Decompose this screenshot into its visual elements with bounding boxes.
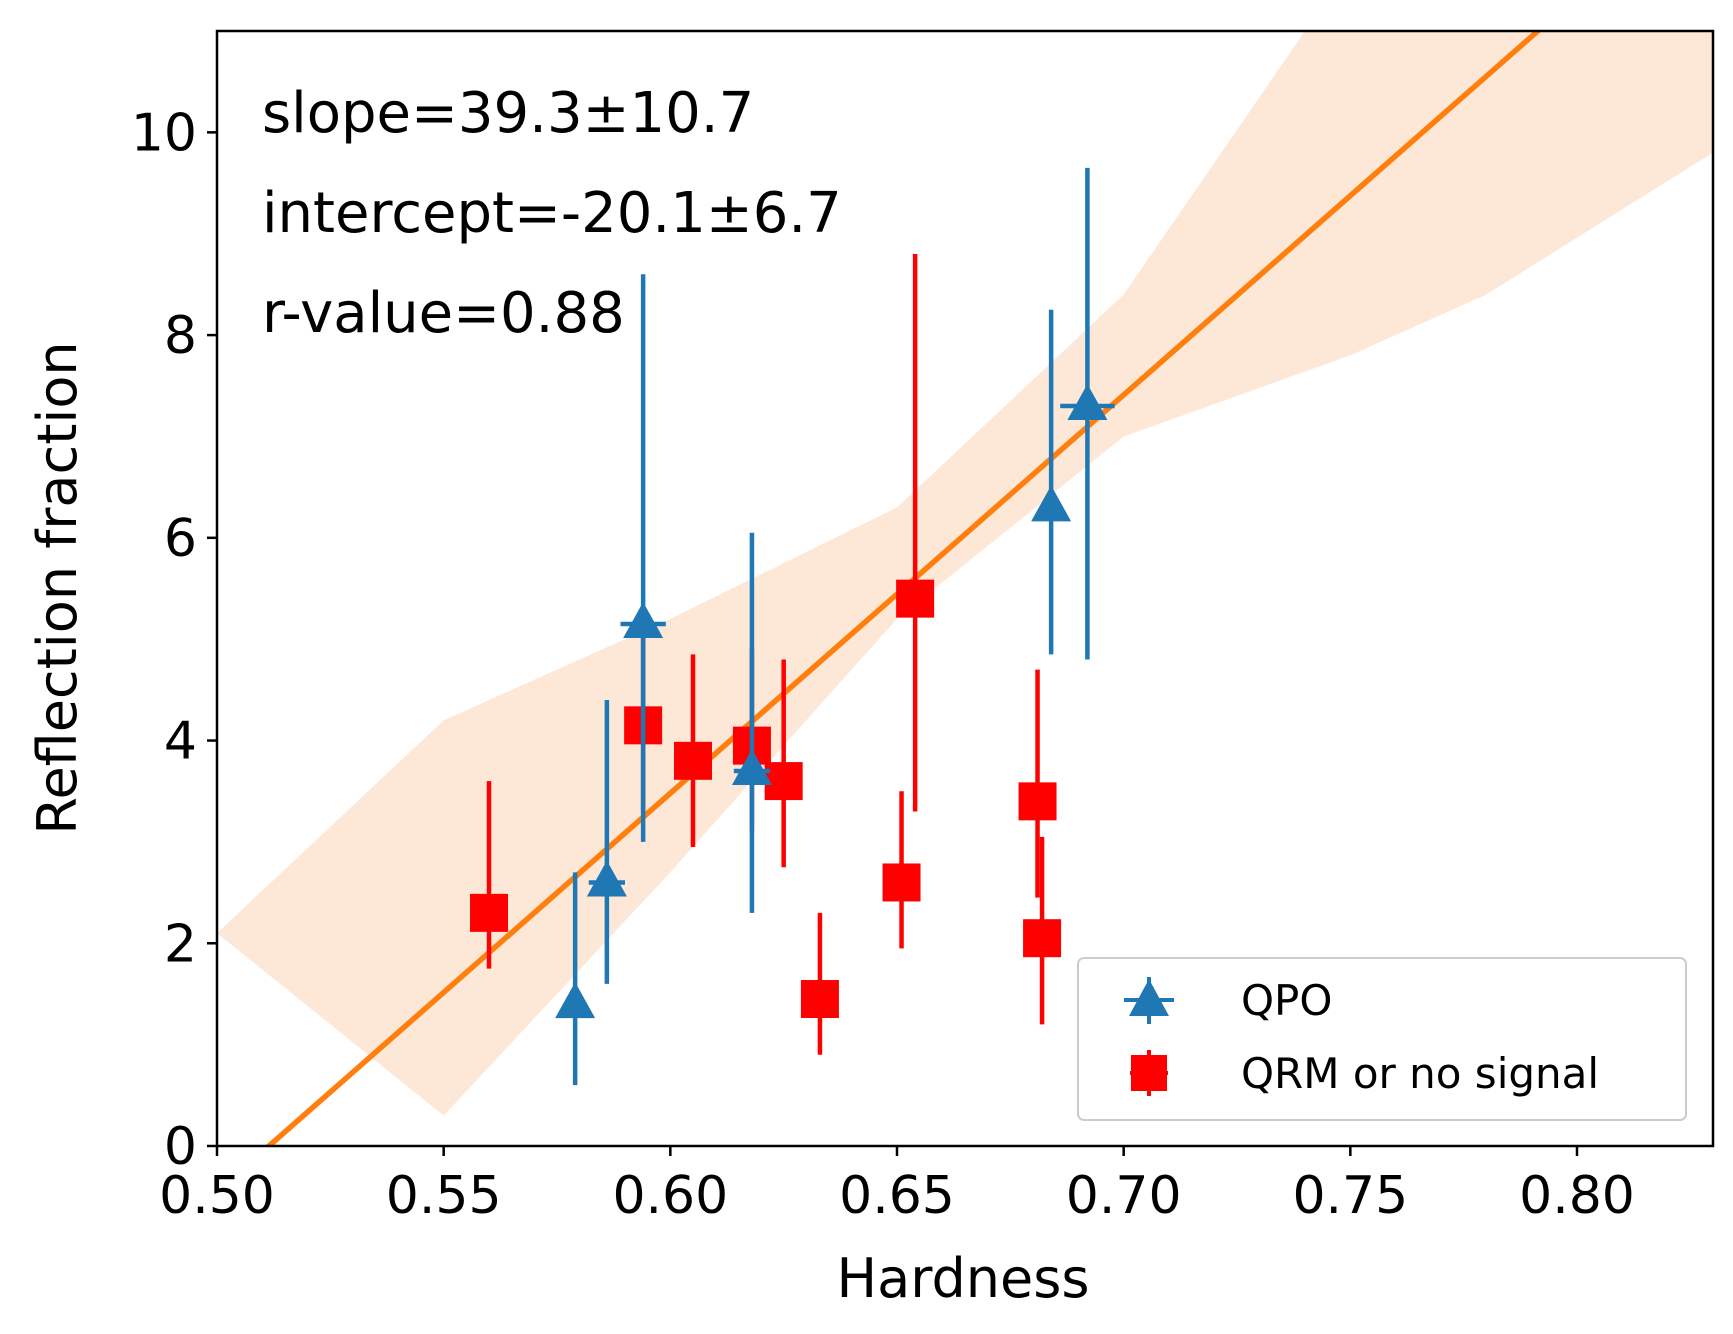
fit-line-layer	[264, 31, 1542, 1146]
square-marker	[1023, 919, 1062, 958]
triangle-marker	[731, 748, 772, 785]
x-tick-label: 0.80	[1519, 1166, 1635, 1226]
y-tick-label: 8	[164, 306, 197, 366]
qpo-point-3	[731, 532, 772, 913]
qpo-point-2	[620, 274, 666, 842]
square-marker	[1018, 782, 1057, 821]
confidence-band	[217, 31, 1713, 1116]
square-marker	[764, 762, 803, 801]
plot-frame	[215, 29, 1715, 1148]
x-tick-label: 0.70	[1066, 1166, 1182, 1226]
legend-qpo-label: QPO	[1241, 976, 1332, 1025]
y-tick-label: 10	[131, 103, 197, 163]
triangle-marker	[1067, 384, 1108, 421]
qrm-point-8	[1018, 669, 1057, 898]
y-axis-label: Reflection fraction	[26, 341, 89, 834]
legend-qrm-marker	[1130, 1050, 1168, 1096]
square-marker	[470, 893, 508, 932]
y-tick-label: 6	[164, 509, 197, 569]
legend-qrm-label: QRM or no signal	[1241, 1049, 1599, 1098]
x-axis-ticks: 0.50 0.55 0.60 0.65 0.70 0.75 0.80	[159, 1146, 1635, 1226]
x-tick-label: 0.50	[159, 1166, 275, 1226]
triangle-marker	[623, 601, 664, 638]
r-value-annotation: r-value=0.88	[262, 281, 625, 346]
triangle-marker	[586, 860, 627, 897]
qpo-point-1	[586, 700, 627, 984]
y-tick-label: 0	[164, 1117, 197, 1177]
slope-annotation: slope=39.3±10.7	[262, 81, 754, 146]
square-marker	[896, 579, 935, 618]
qrm-point-6	[882, 791, 921, 949]
qrm-point-9	[1023, 836, 1062, 1025]
legend: QPO QRM or no signal	[1077, 957, 1687, 1121]
x-tick-label: 0.60	[612, 1166, 728, 1226]
qrm-point-0	[470, 781, 508, 969]
qrm-point-2	[674, 654, 712, 847]
intercept-annotation: intercept=-20.1±6.7	[262, 181, 842, 246]
qrm-point-7	[896, 254, 935, 812]
square-marker	[674, 741, 712, 780]
x-tick-label: 0.75	[1292, 1166, 1408, 1226]
x-tick-label: 0.65	[839, 1166, 955, 1226]
x-tick-label: 0.55	[386, 1166, 502, 1226]
qpo-point-4	[1031, 309, 1072, 655]
y-axis-ticks: 0 2 4 6 8 10	[131, 103, 217, 1177]
y-tick-label: 2	[164, 914, 197, 974]
x-axis-label: Hardness	[837, 1247, 1090, 1310]
fit-line	[264, 31, 1542, 1146]
data-points-layer	[470, 167, 1115, 1086]
triangle-marker	[1031, 485, 1072, 522]
qpo-point-5	[1060, 167, 1115, 660]
qpo-point-0	[555, 872, 596, 1086]
square-marker	[800, 980, 839, 1019]
qrm-point-5	[800, 912, 839, 1055]
confidence-band-layer	[217, 31, 1713, 1116]
square-marker	[882, 863, 921, 902]
legend-frame	[1077, 957, 1687, 1121]
qrm-point-4	[764, 659, 803, 868]
triangle-marker	[555, 982, 596, 1019]
legend-qpo-marker	[1124, 977, 1174, 1024]
y-tick-label: 4	[164, 712, 197, 772]
